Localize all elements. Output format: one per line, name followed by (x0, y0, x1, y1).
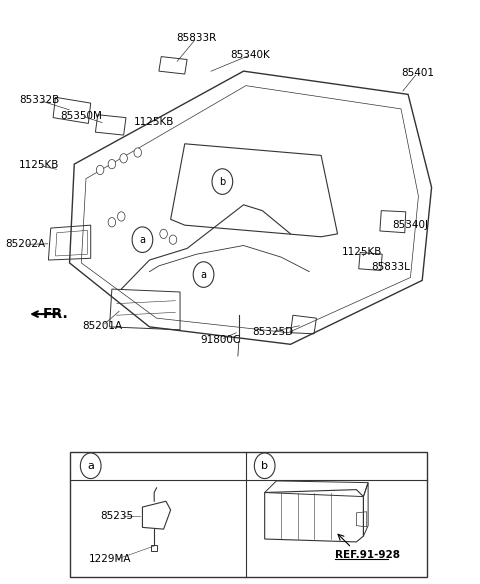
Circle shape (169, 235, 177, 244)
Circle shape (120, 154, 127, 163)
Circle shape (108, 218, 116, 227)
Circle shape (212, 169, 233, 194)
Text: 85401: 85401 (401, 68, 434, 78)
Text: 1125KB: 1125KB (134, 117, 174, 127)
Text: FR.: FR. (42, 307, 68, 321)
Text: a: a (139, 235, 145, 245)
Text: 85201A: 85201A (83, 321, 122, 331)
Circle shape (132, 227, 153, 252)
Text: 1125KB: 1125KB (19, 160, 59, 171)
Bar (70, 452, 427, 577)
Text: 85833R: 85833R (176, 33, 216, 43)
Text: 85325D: 85325D (252, 326, 293, 336)
Text: 1229MA: 1229MA (88, 554, 131, 564)
Text: 85340J: 85340J (393, 220, 429, 230)
Circle shape (96, 165, 104, 175)
Text: REF.91-928: REF.91-928 (335, 550, 400, 559)
Text: 1125KB: 1125KB (342, 248, 382, 258)
Text: 85332B: 85332B (19, 95, 59, 105)
Circle shape (108, 159, 116, 169)
Circle shape (80, 453, 101, 478)
Text: 91800C: 91800C (201, 335, 241, 345)
Text: 85235: 85235 (100, 511, 133, 521)
Text: a: a (87, 461, 94, 471)
Circle shape (160, 230, 168, 238)
Text: a: a (201, 270, 206, 280)
Text: 85340K: 85340K (231, 50, 270, 60)
Text: 85833L: 85833L (371, 262, 409, 272)
Text: b: b (219, 176, 226, 186)
Circle shape (193, 262, 214, 287)
Circle shape (118, 212, 125, 221)
Circle shape (134, 148, 142, 157)
Text: 85350M: 85350M (60, 111, 102, 121)
Text: b: b (261, 461, 268, 471)
Circle shape (254, 453, 275, 478)
Text: 85202A: 85202A (5, 239, 45, 249)
